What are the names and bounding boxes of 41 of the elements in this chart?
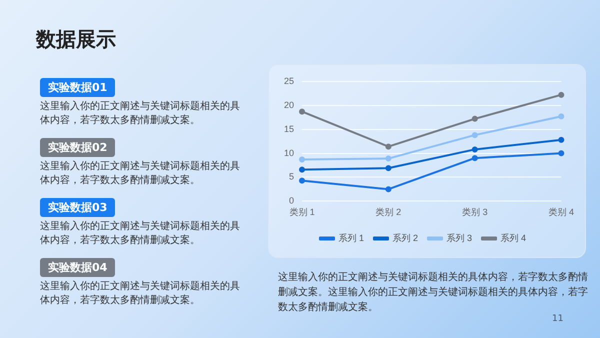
- text: 这里输入你的正文阐述与关键词标题相关的具体内容，若字数太多酌情删减文案。: [40, 220, 240, 248]
- text: 实验数据04: [40, 258, 116, 277]
- text: 这里输入你的正文阐述与关键词标题相关的具体内容，若字数太多酌情删减文案。: [40, 160, 240, 188]
- y-tick-label: 10: [284, 148, 294, 158]
- legend-label: 系列 3: [446, 232, 472, 243]
- legend-label: 系列 4: [500, 232, 526, 243]
- point: [472, 116, 478, 122]
- point: [385, 156, 392, 162]
- point: [299, 108, 306, 115]
- x-tick-label: 类别 3: [462, 207, 488, 218]
- x-tick-label: 类别 1: [289, 207, 315, 218]
- x-tick-label: 类别 4: [548, 207, 574, 218]
- point: [385, 144, 392, 150]
- text: 11: [552, 314, 564, 324]
- y-tick-label: 0: [288, 196, 294, 206]
- text: 这里输入你的正文阐述与关键词标题相关的具体内容，若字数太多酌情删减文案。: [40, 100, 240, 128]
- point: [299, 166, 306, 173]
- legend-label: 系列 1: [338, 232, 364, 243]
- x-tick-label: 类别 2: [376, 207, 402, 218]
- point: [558, 92, 564, 98]
- text: 这里输入你的正文阐述与关键词标题相关的具体内容，若字数太多酌情删减文案。这里输入你的正文阐述与关键词标题相关的具体内容，若字数太多酌情删减文案。: [278, 270, 589, 314]
- point: [472, 132, 478, 138]
- text: 实验数据03: [40, 198, 116, 217]
- y-tick-label: 15: [284, 124, 294, 134]
- point: [385, 165, 392, 172]
- point: [558, 150, 564, 156]
- legend-label: 系列 2: [392, 232, 418, 243]
- text: 数据展示: [36, 26, 116, 53]
- y-tick-label: 20: [284, 100, 294, 110]
- point: [299, 156, 306, 163]
- text: 实验数据01: [40, 78, 116, 97]
- point: [558, 136, 564, 143]
- point: [299, 178, 306, 184]
- point: [385, 186, 392, 192]
- text: 这里输入你的正文阐述与关键词标题相关的具体内容，若字数太多酌情删减文案。: [40, 280, 240, 308]
- point: [558, 113, 564, 120]
- y-tick-label: 25: [284, 76, 294, 86]
- y-tick-label: 5: [288, 172, 294, 182]
- point: [472, 155, 478, 162]
- point: [472, 146, 478, 152]
- text: 实验数据02: [40, 138, 116, 157]
